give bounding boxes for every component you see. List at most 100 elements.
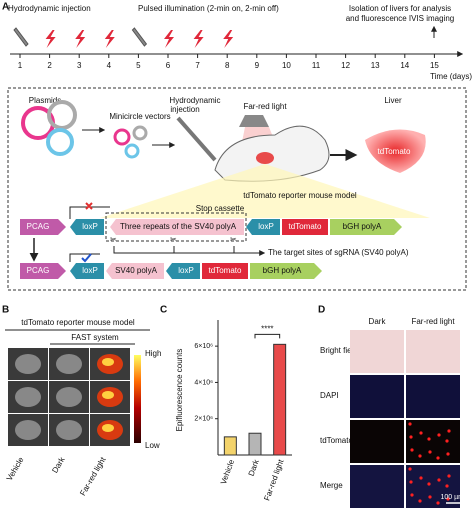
x-tick-label: Dark — [247, 457, 262, 477]
syringe — [176, 116, 217, 162]
row-label: tdTomato — [320, 436, 353, 445]
label: Plasmids — [29, 96, 61, 105]
label: injection — [170, 105, 199, 114]
colorbar-label: High — [145, 349, 161, 358]
signal-dot — [437, 478, 441, 482]
significance: **** — [261, 324, 273, 333]
signal-dot — [428, 495, 432, 499]
micrograph — [406, 375, 460, 418]
light-pulse — [193, 30, 204, 48]
day-label: 15 — [430, 61, 439, 70]
category-label: Far-red light — [78, 455, 108, 498]
element: tdTomato — [209, 266, 242, 275]
element: bGH polyA — [263, 266, 302, 275]
y-tick-label: 6×10⁶ — [194, 343, 213, 350]
element: tdTomato — [289, 222, 322, 231]
syringe — [13, 27, 29, 47]
signal-dot — [409, 480, 413, 484]
row-label: Bright field — [320, 346, 358, 355]
day-label: 3 — [77, 61, 82, 70]
liver-image — [56, 420, 82, 440]
element: bGH polyA — [343, 222, 382, 231]
signal-dot — [408, 467, 412, 471]
micrograph — [350, 465, 404, 508]
row-label: Merge — [320, 481, 343, 490]
label: FAST system — [71, 333, 119, 342]
promoter-arrow — [69, 206, 110, 219]
axis-label: Epifluorescence counts — [175, 349, 184, 432]
panel-label: B — [2, 305, 9, 316]
element: PCAG — [27, 266, 50, 275]
day-label: 7 — [195, 61, 200, 70]
day-label: 11 — [312, 61, 321, 70]
signal-dot — [447, 429, 451, 433]
lamp — [239, 115, 269, 127]
element: loxP — [258, 222, 274, 231]
signal-dot — [427, 482, 431, 486]
label: The target sites of sgRNA (SV40 polyA) — [268, 248, 409, 257]
signal-dot — [446, 452, 450, 456]
label: Liver — [384, 96, 402, 105]
micrograph — [350, 420, 404, 463]
target-line — [113, 246, 266, 256]
day-label: 8 — [225, 61, 230, 70]
highlight — [100, 164, 430, 218]
light-pulse — [164, 30, 174, 48]
signal-dot — [410, 448, 414, 452]
category-label: Vehicle — [5, 455, 26, 482]
sv40-repeats — [110, 219, 244, 235]
minicircle — [113, 128, 131, 146]
column-header: Dark — [369, 317, 387, 326]
light-pulse — [45, 30, 56, 48]
polya — [330, 219, 402, 235]
loxp — [70, 263, 104, 279]
promoter — [20, 219, 66, 235]
scissors: ✂ — [230, 235, 237, 244]
polya — [250, 263, 322, 279]
signal-dot — [446, 497, 450, 501]
plasmid — [46, 128, 74, 156]
colorbar — [134, 355, 141, 443]
light-pulse — [104, 30, 115, 48]
check — [81, 253, 92, 263]
signal-dot — [436, 501, 440, 505]
signal-dot — [418, 454, 422, 458]
element: loxP — [178, 266, 194, 275]
label: tdTomato — [378, 147, 411, 156]
signal — [102, 358, 114, 366]
target-line — [173, 246, 235, 253]
panel-label: A — [2, 2, 9, 13]
signal-dot — [419, 431, 423, 435]
signal-dot — [437, 433, 441, 437]
day-label: 14 — [400, 61, 409, 70]
y-tick-label: 4×10⁶ — [194, 379, 213, 386]
day-label: 13 — [371, 61, 380, 70]
panel-label: D — [318, 305, 325, 316]
day-label: 12 — [341, 61, 350, 70]
liver-image — [56, 354, 82, 374]
signal-dot — [428, 450, 432, 454]
label: Hydrodynamic — [169, 96, 220, 105]
scale-label: 100 µm — [441, 494, 465, 501]
bar — [248, 432, 262, 456]
cross — [85, 202, 93, 210]
plasmid — [47, 100, 77, 130]
loxp — [166, 263, 200, 279]
micrograph — [406, 465, 460, 508]
liver-image — [15, 354, 41, 374]
signal-dot — [445, 484, 449, 488]
event-label: Hydrodynamic injection — [8, 4, 91, 13]
micrograph — [350, 330, 404, 373]
signal — [102, 424, 114, 432]
label: tdTomato reporter mouse model — [243, 191, 357, 200]
sv40 — [106, 263, 164, 279]
element: loxP — [82, 266, 98, 275]
signal-dot — [427, 437, 431, 441]
event-label: Isolation of livers for analysis — [349, 4, 451, 13]
scissors: ✂ — [170, 235, 177, 244]
column-header: Far-red light — [411, 317, 455, 326]
label: Stop cassette — [196, 204, 245, 213]
element: SV40 polyA — [115, 266, 157, 275]
bar — [223, 436, 237, 456]
